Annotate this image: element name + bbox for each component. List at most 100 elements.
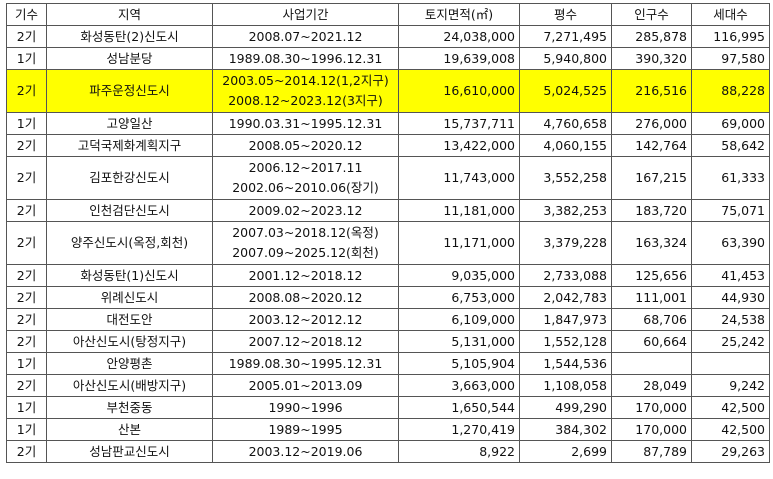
- period-line: 1989~1995: [268, 421, 343, 437]
- cell-region: 파주운정신도시: [46, 69, 213, 113]
- new-town-table: 기수 지역 사업기간 토지면적(㎡) 평수 인구수 세대수 2기 화성동탄(2)신…: [6, 3, 770, 463]
- cell-land-area: 9,035,000: [398, 264, 520, 287]
- cell-population: [611, 352, 692, 375]
- cell-generation: 2기: [6, 286, 47, 309]
- table-row: 2기 인천검단신도시 2009.02~2023.12 11,181,000 3,382,…: [6, 199, 770, 222]
- cell-generation: 2기: [6, 330, 47, 353]
- cell-population: 390,320: [611, 47, 692, 70]
- cell-population: 125,656: [611, 264, 692, 287]
- cell-project-period: 1990~1996: [212, 396, 399, 419]
- cell-pyeong: 7,271,495: [519, 25, 612, 48]
- table-row: 1기 부천중동 1990~1996 1,650,544 499,290 170,000 42…: [6, 396, 770, 419]
- header-land-area: 토지면적(㎡): [398, 3, 520, 26]
- cell-generation: 2기: [6, 134, 47, 157]
- cell-population: 170,000: [611, 418, 692, 441]
- cell-households: [691, 352, 770, 375]
- period-line: 2008.12~2023.12(3지구): [228, 93, 383, 108]
- cell-land-area: 5,131,000: [398, 330, 520, 353]
- cell-households: 69,000: [691, 112, 770, 135]
- cell-households: 75,071: [691, 199, 770, 222]
- cell-generation: 2기: [6, 264, 47, 287]
- cell-population: 60,664: [611, 330, 692, 353]
- cell-households: 63,390: [691, 221, 770, 265]
- cell-land-area: 19,639,008: [398, 47, 520, 70]
- cell-households: 42,500: [691, 396, 770, 419]
- cell-generation: 2기: [6, 308, 47, 331]
- cell-generation: 2기: [6, 25, 47, 48]
- cell-population: 142,764: [611, 134, 692, 157]
- cell-generation: 1기: [6, 418, 47, 441]
- cell-population: 183,720: [611, 199, 692, 222]
- cell-land-area: 11,171,000: [398, 221, 520, 265]
- cell-pyeong: 384,302: [519, 418, 612, 441]
- cell-households: 88,228: [691, 69, 770, 113]
- cell-project-period: 2009.02~2023.12: [212, 199, 399, 222]
- cell-land-area: 11,181,000: [398, 199, 520, 222]
- header-project-period: 사업기간: [212, 3, 399, 26]
- cell-project-period: 2005.01~2013.09: [212, 374, 399, 397]
- cell-population: 276,000: [611, 112, 692, 135]
- header-households: 세대수: [691, 3, 770, 26]
- cell-population: 163,324: [611, 221, 692, 265]
- table-row: 2기 위례신도시 2008.08~2020.12 6,753,000 2,042,783…: [6, 286, 770, 309]
- cell-project-period: 1989.08.30~1996.12.31: [212, 47, 399, 70]
- cell-region: 화성동탄(1)신도시: [46, 264, 213, 287]
- cell-households: 9,242: [691, 374, 770, 397]
- cell-land-area: 3,663,000: [398, 374, 520, 397]
- cell-population: 170,000: [611, 396, 692, 419]
- header-row: 기수 지역 사업기간 토지면적(㎡) 평수 인구수 세대수: [6, 3, 770, 26]
- cell-land-area: 1,650,544: [398, 396, 520, 419]
- cell-region: 인천검단신도시: [46, 199, 213, 222]
- cell-pyeong: 1,108,058: [519, 374, 612, 397]
- cell-region: 안양평촌: [46, 352, 213, 375]
- cell-land-area: 6,109,000: [398, 308, 520, 331]
- cell-land-area: 6,753,000: [398, 286, 520, 309]
- cell-generation: 2기: [6, 156, 47, 200]
- table-row: 1기 성남분당 1989.08.30~1996.12.31 19,639,008 5,9…: [6, 47, 770, 70]
- table-row: 1기 안양평촌 1989.08.30~1995.12.31 5,105,904 1,54…: [6, 352, 770, 375]
- period-line: 2007.03~2018.12(옥정): [232, 225, 379, 240]
- cell-project-period: 1989~1995: [212, 418, 399, 441]
- cell-region: 성남판교신도시: [46, 440, 213, 463]
- cell-pyeong: 3,382,253: [519, 199, 612, 222]
- cell-land-area: 24,038,000: [398, 25, 520, 48]
- period-line: 2005.01~2013.09: [248, 377, 363, 393]
- cell-pyeong: 2,042,783: [519, 286, 612, 309]
- period-line: 2008.08~2020.12: [248, 289, 363, 305]
- cell-pyeong: 3,552,258: [519, 156, 612, 200]
- table-row: 1기 산본 1989~1995 1,270,419 384,302 170,000 42,5…: [6, 418, 770, 441]
- cell-households: 25,242: [691, 330, 770, 353]
- table-row: 2기 아산신도시(탕정지구) 2007.12~2018.12 5,131,000 1,5…: [6, 330, 770, 353]
- cell-generation: 2기: [6, 221, 47, 265]
- cell-project-period: 2007.03~2018.12(옥정) 2007.09~2025.12(회천): [212, 221, 399, 265]
- table-row: 2기 김포한강신도시 2006.12~2017.11 2002.06~2010.06(…: [6, 156, 770, 200]
- period-line: 2003.12~2019.06: [248, 443, 363, 459]
- cell-households: 44,930: [691, 286, 770, 309]
- period-line: 2008.05~2020.12: [248, 137, 363, 153]
- table-row: 2기 아산신도시(배방지구) 2005.01~2013.09 3,663,000 1,1…: [6, 374, 770, 397]
- cell-generation: 2기: [6, 69, 47, 113]
- cell-households: 97,580: [691, 47, 770, 70]
- cell-land-area: 11,743,000: [398, 156, 520, 200]
- cell-land-area: 5,105,904: [398, 352, 520, 375]
- cell-region: 위례신도시: [46, 286, 213, 309]
- cell-project-period: 2007.12~2018.12: [212, 330, 399, 353]
- cell-region: 대전도안: [46, 308, 213, 331]
- table-row: 2기 파주운정신도시 2003.05~2014.12(1,2지구) 2008.12~2…: [6, 69, 770, 113]
- new-town-table-container: 기수 지역 사업기간 토지면적(㎡) 평수 인구수 세대수 2기 화성동탄(2)신…: [6, 3, 770, 463]
- cell-households: 58,642: [691, 134, 770, 157]
- table-row: 2기 양주신도시(옥정,회천) 2007.03~2018.12(옥정) 2007.09…: [6, 221, 770, 265]
- cell-region: 김포한강신도시: [46, 156, 213, 200]
- cell-project-period: 2001.12~2018.12: [212, 264, 399, 287]
- cell-project-period: 2003.12~2012.12: [212, 308, 399, 331]
- period-line: 2006.12~2017.11: [248, 160, 363, 175]
- cell-project-period: 1989.08.30~1995.12.31: [212, 352, 399, 375]
- period-line: 1989.08.30~1995.12.31: [228, 355, 383, 371]
- cell-pyeong: 3,379,228: [519, 221, 612, 265]
- cell-region: 고덕국제화계획지구: [46, 134, 213, 157]
- period-line: 1990~1996: [268, 399, 343, 415]
- cell-project-period: 2008.08~2020.12: [212, 286, 399, 309]
- table-row: 2기 대전도안 2003.12~2012.12 6,109,000 1,847,973 6…: [6, 308, 770, 331]
- header-population: 인구수: [611, 3, 692, 26]
- cell-region: 고양일산: [46, 112, 213, 135]
